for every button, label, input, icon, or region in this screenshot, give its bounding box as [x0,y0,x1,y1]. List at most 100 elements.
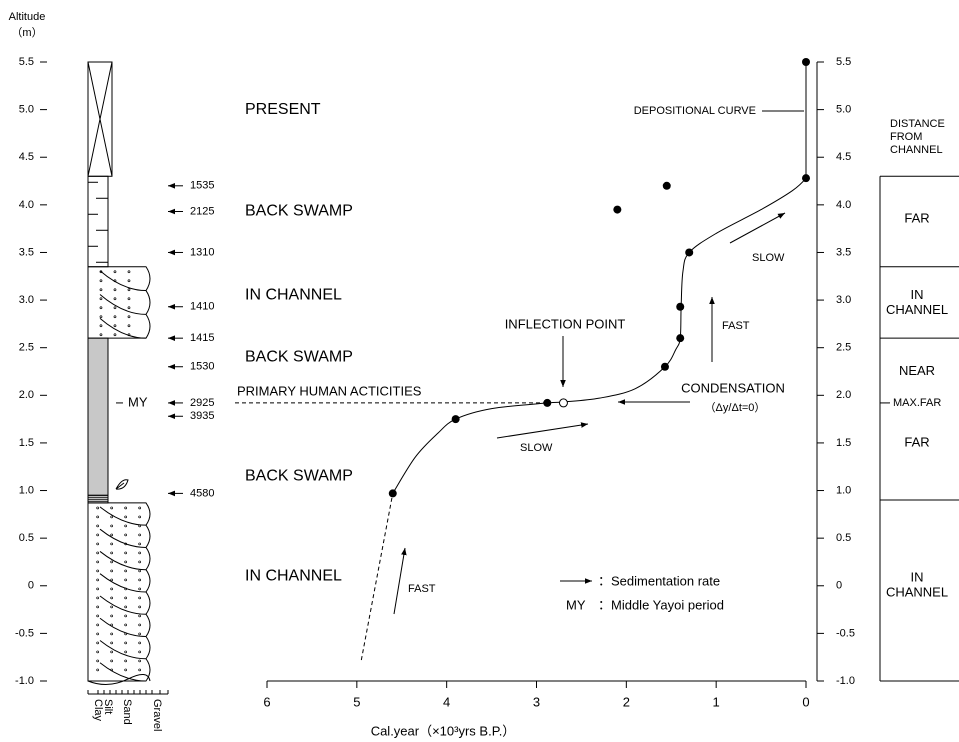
inflection-label: INFLECTION POINT [505,316,626,331]
column-grain [97,570,99,572]
column-grain [139,543,141,545]
y-tick-label: 3.0 [19,294,34,306]
sample-age: 1415 [190,332,214,344]
y-tick-label: 5.5 [19,56,34,68]
outlier-point [613,206,621,214]
legend-text: ：Middle Yayoi period [598,597,724,612]
rate-arrow [394,548,405,614]
data-point [802,174,810,182]
depositional-curve [393,62,806,493]
y-tick-label: 3.5 [19,246,34,258]
column-hatch [100,640,146,658]
column-grain [97,624,99,626]
y-tick-label: 4.0 [836,199,851,211]
column-grain [111,642,113,644]
column-grain [114,307,116,309]
column-grain [139,642,141,644]
x-tick-label: 4 [443,694,450,709]
column-base [88,674,150,684]
marker-label: MY [128,394,148,409]
column-grain [139,669,141,671]
column-grain [125,579,127,581]
column-grain [128,289,130,291]
environment-label: PRESENT [245,101,321,118]
column-hatch [100,618,146,636]
column-grain [111,669,113,671]
column-grain [139,606,141,608]
column-grain [100,325,102,327]
column-grain [97,552,99,554]
y-tick-label: 1.0 [836,484,851,496]
column-grain [139,534,141,536]
column-grain [114,289,116,291]
environment-label: BACK SWAMP [245,467,353,484]
column-grain [97,588,99,590]
column-grain [100,316,102,318]
column-grain [111,543,113,545]
column-grain [128,298,130,300]
x-tick-label: 6 [263,694,270,709]
zone-label: IN [911,570,924,585]
distance-title: FROM [890,131,922,143]
column-grain [128,271,130,273]
y-tick-label: 2.5 [19,342,34,354]
column-grain [139,660,141,662]
column-grain [139,624,141,626]
column-grain [125,507,127,509]
y-tick-label: 5.5 [836,56,851,68]
column-grain [100,280,102,282]
inflection-point [559,399,567,407]
column-layer [88,267,150,338]
column-grain [111,516,113,518]
rate-arrow [497,424,588,438]
column-grain [128,334,130,336]
legend-key: MY [566,597,586,612]
data-point [389,489,397,497]
curve-label: DEPOSITIONAL CURVE [634,105,756,117]
column-hatch [100,271,146,291]
column-grain [97,597,99,599]
column-grain [97,561,99,563]
column-grain [111,507,113,509]
column-grain [111,615,113,617]
x-tick-label: 5 [353,694,360,709]
y-tick-label: -0.5 [15,627,34,639]
environment-label: IN CHANNEL [245,567,342,584]
column-hatch [100,295,146,315]
environment-label: BACK SWAMP [245,203,353,220]
column-grain [125,525,127,527]
column-hatch [88,62,112,176]
y-label: Altitude [9,11,46,23]
column-grain [114,271,116,273]
column-grain [125,624,127,626]
column-grain [139,597,141,599]
y-tick-label: 0.5 [19,532,34,544]
column-hatch [100,574,146,592]
environment-label: BACK SWAMP [245,348,353,365]
zone-label: NEAR [899,363,935,378]
column-grain [111,525,113,527]
y-tick-label: 3.5 [836,246,851,258]
zone-label: CHANNEL [886,302,948,317]
sample-age: 3935 [190,410,214,422]
condensation-label: CONDENSATION [681,380,785,395]
distance-title: DISTANCE [890,118,945,130]
column-grain [111,534,113,536]
column-grain [97,507,99,509]
y-tick-label: 2.5 [836,342,851,354]
x-tick-label: 2 [623,694,630,709]
data-point [661,363,669,371]
column-grain [139,588,141,590]
grain-label: Silt [102,699,114,714]
zone-label: IN [911,287,924,302]
column-grain [97,534,99,536]
column-grain [139,633,141,635]
column-grain [97,651,99,653]
column-grain [114,298,116,300]
column-grain [97,579,99,581]
column-grain [139,570,141,572]
column-grain [97,543,99,545]
data-point [802,58,810,66]
y-tick-label: 4.5 [836,151,851,163]
sample-age: 4580 [190,487,214,499]
